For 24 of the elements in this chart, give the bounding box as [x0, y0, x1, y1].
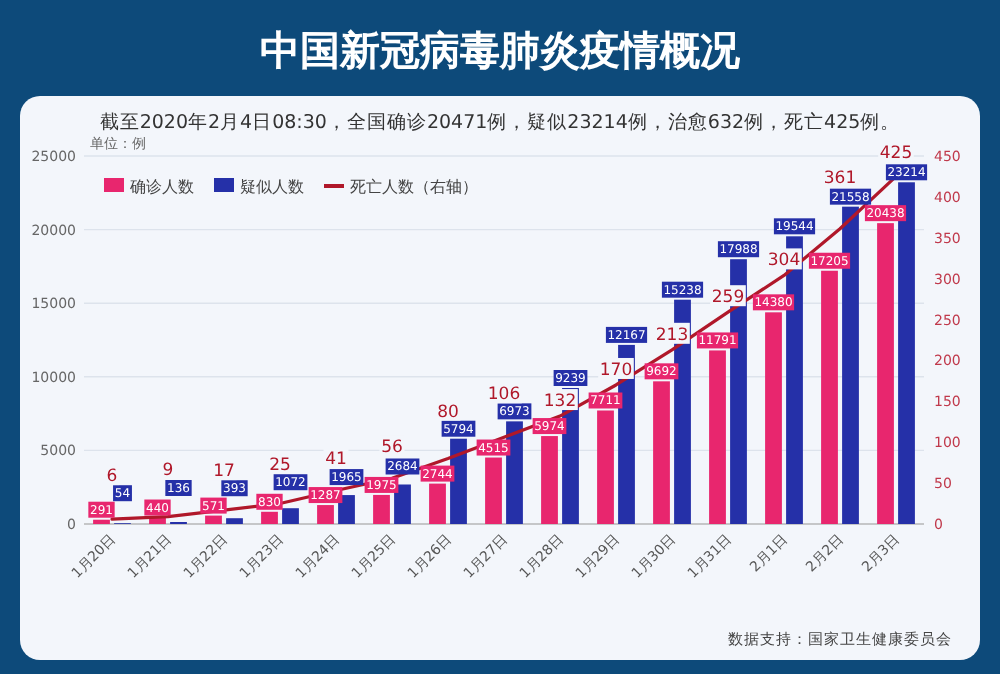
- bar: [394, 484, 411, 524]
- data-label: 361: [823, 168, 857, 189]
- data-label: 17: [213, 462, 235, 483]
- data-label: 304: [767, 251, 801, 272]
- data-label: 213: [655, 325, 689, 346]
- bar: [338, 495, 355, 524]
- chart-subtitle: 截至2020年2月4日08:30，全国确诊20471例，疑似23214例，治愈632例，死亡425例。: [99, 110, 901, 134]
- data-label: 425: [879, 144, 913, 165]
- legend-label: 确诊人数: [128, 178, 194, 196]
- bar: [282, 508, 299, 524]
- data-label: 56: [381, 438, 403, 459]
- chart-title: 中国新冠病毒肺炎疫情概况: [260, 26, 742, 74]
- data-label: 9: [162, 460, 174, 481]
- legend-label: 死亡人数（右轴）: [350, 178, 478, 196]
- data-label: 259: [711, 288, 745, 309]
- bar: [226, 518, 243, 524]
- legend-label: 疑似人数: [240, 178, 304, 196]
- data-label: 170: [599, 360, 633, 381]
- data-label: 25: [269, 455, 291, 476]
- data-label: 41: [325, 450, 347, 471]
- data-label: 106: [487, 385, 521, 406]
- data-label: 80: [437, 402, 459, 423]
- data-label: 6: [106, 467, 118, 488]
- data-label: 132: [543, 392, 577, 413]
